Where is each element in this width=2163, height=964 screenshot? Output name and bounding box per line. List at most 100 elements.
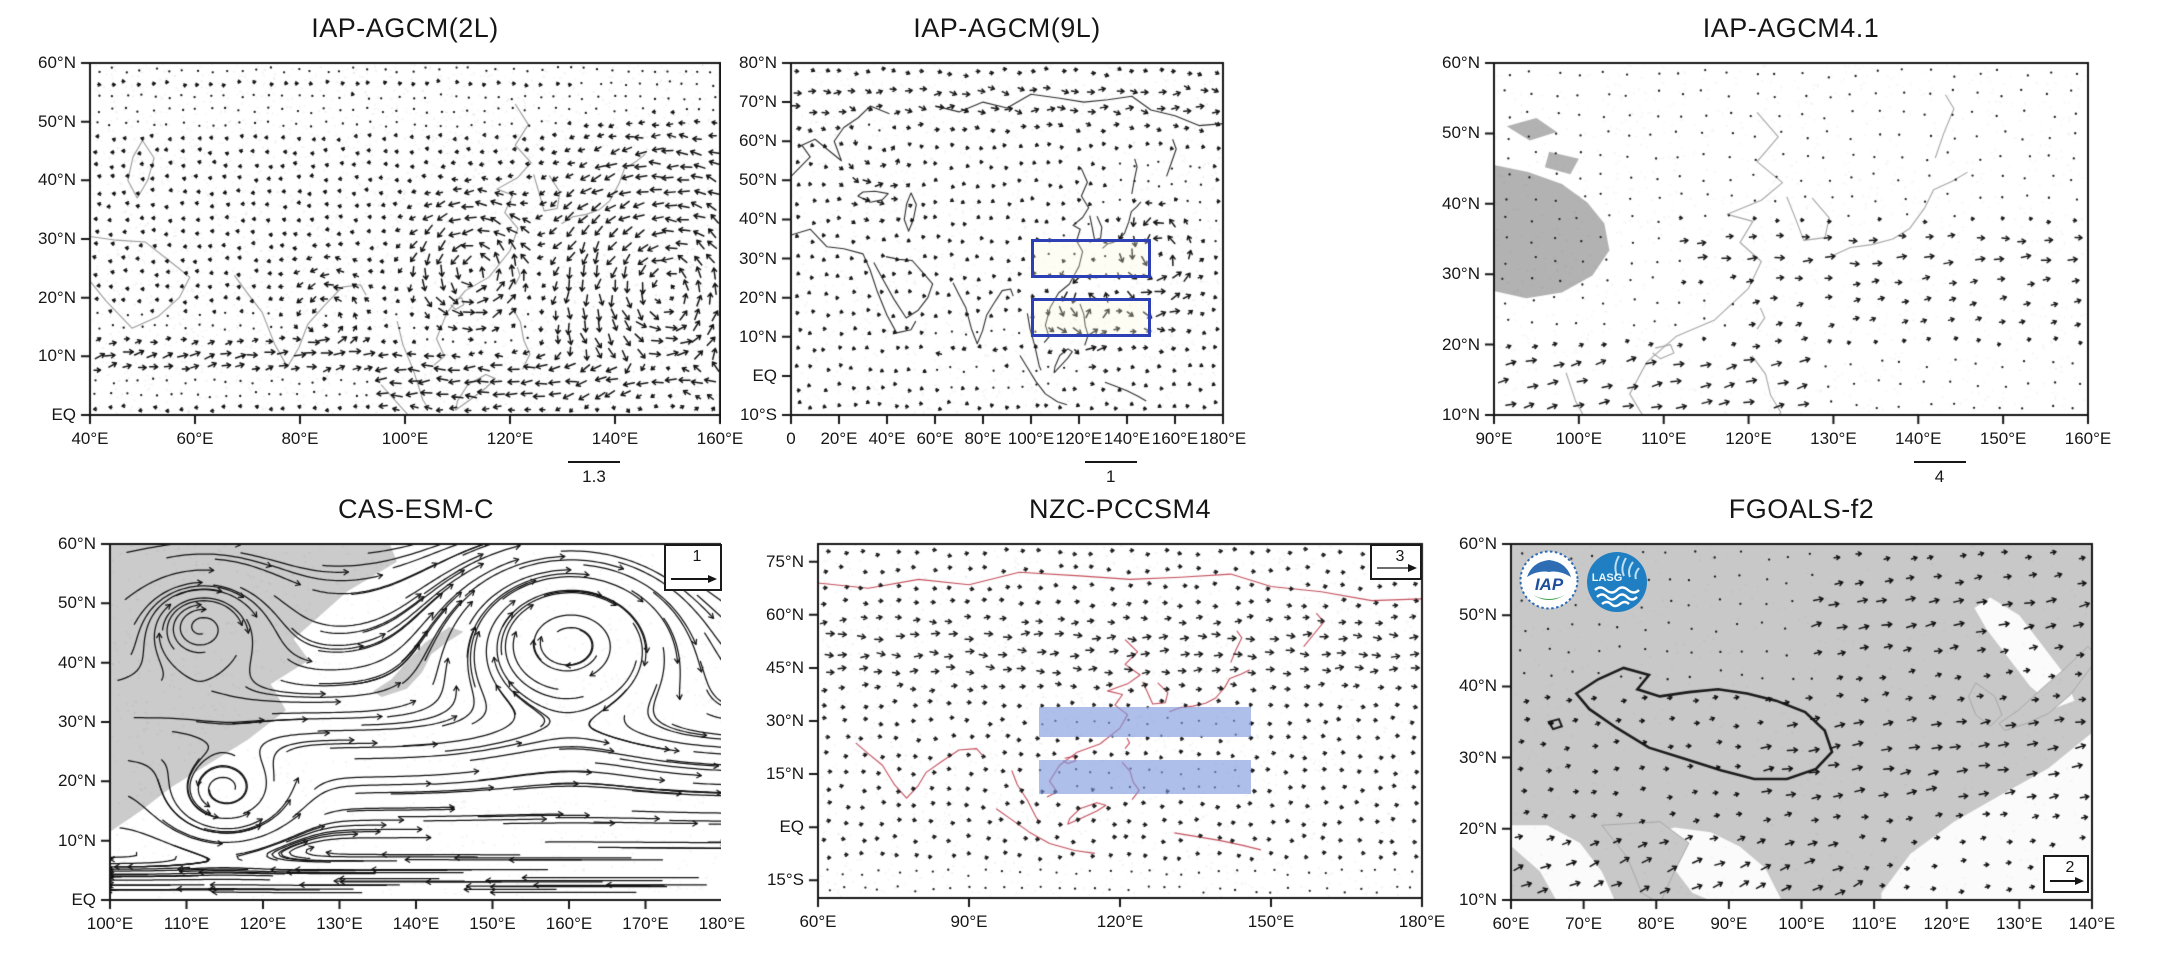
x-axis-tick-label: 140°E: [2068, 914, 2116, 933]
panel-cas-esm-c: CAS-ESM-C 60°N 50°N 40°N 30°N 20°N 10°N EQ 100°E…: [0, 482, 745, 964]
y-axis-tick-label: 10°N: [1459, 890, 1497, 909]
x-axis-tick-label: 120°E: [1923, 914, 1970, 933]
y-axis-tick-label: 20°N: [1442, 334, 1480, 354]
x-axis-tick-label: 80°E: [1637, 914, 1675, 933]
y-axis-tick-label: EQ: [752, 365, 777, 385]
vector-map-canvas: [721, 0, 1442, 482]
y-axis-tick-label: 40°N: [739, 209, 777, 229]
y-axis-tick-label: 50°N: [58, 593, 96, 613]
x-axis-tick-label: 150°E: [1979, 429, 2027, 448]
y-axis-tick-label: 60°N: [1442, 53, 1480, 72]
x-axis-tick-label: 100°E: [1555, 429, 1603, 448]
x-axis-tick-label: 120°E: [1055, 429, 1103, 448]
x-axis-tick-label: 40°E: [71, 429, 109, 448]
x-axis-tick-label: 130°E: [1810, 429, 1857, 448]
y-axis-tick-label: 15°S: [766, 870, 804, 890]
y-axis-tick-label: 50°N: [1459, 605, 1497, 625]
panel-nzc-pccsm4: NZC-PCCSM4 75°N 60°N 45°N 30°N 15°N EQ 15°S 60°E…: [721, 482, 1445, 964]
y-axis-tick-label: 30°N: [1459, 747, 1497, 767]
reference-vector-legend: 1: [664, 544, 722, 591]
iap-logo-icon: IAP: [1519, 550, 1579, 610]
panel-title: CAS-ESM-C: [337, 494, 494, 524]
x-axis-tick-label: 40°E: [868, 429, 906, 448]
lasg-logo-icon: LASG: [1585, 550, 1649, 614]
panel-iap-agcm-2l: IAP-AGCM(2L) 60°N 50°N 40°N 30°N 20°N 10°N EQ 40…: [0, 0, 743, 486]
panel-title: FGOALS-f2: [1728, 494, 1875, 524]
y-axis-tick-label: 50°N: [1442, 123, 1480, 143]
iap-logo-text: IAP: [1535, 575, 1564, 594]
x-axis-tick-label: 80°E: [964, 429, 1002, 448]
x-axis-tick-label: 150°E: [469, 914, 516, 933]
reference-vector-value: 2: [2066, 859, 2075, 876]
x-axis-tick-label: 60°E: [799, 912, 837, 931]
reference-vector-legend: 3: [1370, 544, 1422, 580]
y-axis-tick-label: 40°N: [1442, 193, 1480, 213]
x-axis-tick-label: 180°E: [698, 914, 746, 933]
x-axis-tick-label: 90°E: [1710, 914, 1748, 933]
panel-iap-agcm4-1: IAP-AGCM4.1 60°N 50°N 40°N 30°N 20°N 10°N 90°E 1…: [1442, 0, 2163, 486]
reference-vector-scale-line: [568, 461, 620, 463]
x-axis-tick-label: 120°E: [239, 914, 287, 933]
vector-map-canvas: [0, 482, 721, 964]
x-axis-tick-label: 70°E: [1565, 914, 1603, 933]
y-axis-tick-label: 70°N: [739, 92, 777, 112]
x-axis-tick-label: 110°E: [1641, 429, 1687, 448]
y-axis-tick-label: 20°N: [1459, 818, 1497, 838]
reference-vector-legend: 2: [2043, 855, 2089, 893]
y-axis-tick-label: 50°N: [38, 111, 76, 131]
reference-vector-scale-value: 4: [1934, 467, 1945, 486]
x-axis-tick-label: 60°E: [1492, 914, 1530, 933]
lasg-logo-text: LASG: [1592, 572, 1623, 584]
y-axis-tick-label: 60°N: [739, 131, 777, 151]
y-axis-tick-label: 10°S: [739, 405, 777, 424]
y-axis-tick-label: 30°N: [58, 712, 96, 731]
y-axis-tick-label: 20°N: [739, 287, 777, 307]
y-axis-tick-label: 60°N: [38, 53, 76, 72]
panel-title: IAP-AGCM4.1: [1702, 13, 1880, 43]
reference-vector-value: 3: [1396, 548, 1405, 565]
x-axis-tick-label: 150°E: [1247, 912, 1295, 931]
x-axis-tick-label: 180°E: [1199, 429, 1247, 448]
y-axis-tick-label: 10°N: [1442, 405, 1480, 424]
y-axis-tick-label: EQ: [71, 890, 96, 909]
x-axis-tick-label: 120°E: [1725, 429, 1772, 448]
x-axis-tick-label: 60°E: [916, 429, 954, 448]
y-axis-tick-label: 40°N: [38, 170, 76, 190]
y-axis-tick-label: 60°N: [766, 604, 804, 624]
x-axis-tick-label: 110°E: [163, 914, 210, 933]
x-axis-tick-label: 60°E: [176, 429, 214, 448]
y-axis-tick-label: 10°N: [739, 326, 777, 346]
x-axis-tick-label: 120°E: [1096, 912, 1144, 931]
x-axis-tick-label: 160°E: [1151, 429, 1199, 448]
x-axis-tick-label: 160°E: [696, 429, 744, 448]
x-axis-tick-label: 100°E: [381, 429, 429, 448]
x-axis-tick-label: 130°E: [1996, 914, 2043, 933]
y-axis-tick-label: 10°N: [38, 346, 76, 366]
x-axis-tick-label: 20°E: [820, 429, 858, 448]
y-axis-tick-label: 20°N: [58, 771, 96, 791]
x-axis-tick-label: 110°E: [1851, 914, 1897, 933]
reference-vector-value: 1: [693, 548, 702, 565]
y-axis-tick-label: 45°N: [766, 657, 804, 677]
reference-vector-scale-value: 1.3: [582, 467, 606, 486]
panel-title: NZC-PCCSM4: [1028, 494, 1211, 524]
x-axis-tick-label: 140°E: [1103, 429, 1151, 448]
x-axis-tick-label: 140°E: [1895, 429, 1942, 448]
x-axis-tick-label: 80°E: [281, 429, 319, 448]
y-axis-tick-label: 10°N: [58, 830, 96, 850]
panel-fgoals-f2: FGOALS-f2 60°N 50°N 40°N 30°N 20°N 10°N 60°E 70°…: [1442, 482, 2163, 964]
y-axis-tick-label: 20°N: [38, 287, 76, 307]
x-axis-tick-label: 140°E: [392, 914, 440, 933]
vector-map-canvas: [1442, 0, 2163, 482]
y-axis-tick-label: 60°N: [1459, 534, 1497, 553]
y-axis-tick-label: 30°N: [766, 711, 804, 730]
y-axis-tick-label: 40°N: [58, 652, 96, 672]
y-axis-tick-label: 75°N: [766, 551, 804, 571]
x-axis-tick-label: 160°E: [545, 914, 593, 933]
x-axis-tick-label: 170°E: [622, 914, 669, 933]
x-axis-tick-label: 160°E: [2064, 429, 2112, 448]
y-axis-tick-label: 30°N: [1442, 264, 1480, 284]
x-axis-tick-label: 180°E: [1398, 912, 1446, 931]
x-axis-tick-label: 90°E: [950, 912, 988, 931]
